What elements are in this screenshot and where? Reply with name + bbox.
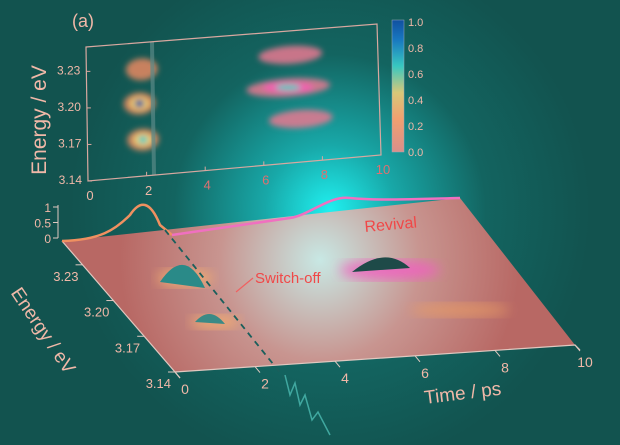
time-tick-label: 0 — [181, 381, 189, 397]
panel-label: (a) — [72, 11, 94, 31]
pulse-trace — [284, 374, 331, 436]
z-tick-label: 0 — [44, 232, 51, 246]
revival-projection-curve — [171, 196, 461, 237]
energy-tick-label: 3.17 — [115, 340, 140, 355]
colorbar-tick-label: 0.8 — [408, 43, 423, 55]
inset-ylabel: Energy / eV — [28, 65, 51, 175]
colorbar-tick-label: 0.2 — [408, 121, 423, 133]
time-tick — [174, 371, 181, 379]
time-tick-label: 2 — [261, 376, 269, 392]
surface-peak — [195, 313, 225, 324]
surface-peak — [410, 303, 510, 317]
energy-tick-label: 3.14 — [146, 376, 171, 391]
time-tick — [254, 366, 261, 373]
inset-xtick-label: 6 — [262, 172, 269, 187]
time-tick-label: 6 — [421, 365, 429, 381]
colorbar-tick-label: 1.0 — [408, 17, 423, 29]
time-tick-label: 10 — [577, 354, 593, 370]
colorbar-tick-label: 0.6 — [408, 69, 423, 81]
energy-tick-label: 3.20 — [84, 305, 109, 320]
time-tick — [334, 360, 341, 368]
inset-xtick-label: 2 — [145, 183, 152, 198]
z-tick-label: 0.5 — [34, 217, 51, 231]
heatmap-peak-max — [138, 135, 148, 144]
time-tick — [574, 344, 581, 352]
revival-annotation: Revival — [364, 214, 418, 236]
inset-xtick-label: 10 — [376, 162, 390, 177]
z-tick-label: 1 — [44, 201, 51, 215]
heatmap-peak — [268, 109, 333, 129]
switch-off-annotation: Switch-off — [255, 270, 321, 287]
heatmap-peak — [258, 45, 323, 65]
surface-peak — [160, 264, 205, 288]
surface-plane — [62, 198, 575, 372]
colorbar — [391, 19, 405, 153]
time-tick-label: 4 — [341, 370, 349, 386]
switch-off-dashed-line — [164, 229, 291, 386]
heatmap-peak-max — [275, 84, 301, 91]
switch-off-arrow — [235, 277, 254, 293]
inset-heatmap: 0 2 4 6 8 10 3.14 3.17 3.20 3.23 Energy / eV 0.0 0… — [28, 17, 423, 203]
inset-xtick-label: 8 — [321, 167, 328, 182]
heatmap-peak-max — [134, 99, 145, 108]
surface-peak-revival — [352, 257, 410, 272]
heatmap-peak — [125, 58, 158, 81]
time-tick — [414, 355, 421, 363]
inset-ytick-label: 3.20 — [58, 100, 82, 114]
switch-off-line — [150, 41, 156, 176]
inset-ytick-label: 3.14 — [59, 173, 83, 187]
time-tick — [494, 350, 501, 357]
colorbar-tick-label: 0.4 — [408, 95, 423, 107]
early-projection-curve — [61, 203, 173, 243]
inset-ytick-label: 3.23 — [57, 63, 81, 77]
inset-xtick-label: 0 — [86, 188, 93, 203]
energy-tick-label: 3.23 — [53, 269, 78, 284]
inset-xtick-label: 4 — [204, 178, 211, 193]
time-tick-label: 8 — [501, 359, 509, 375]
colorbar-tick-label: 0.0 — [408, 147, 423, 159]
inset-ytick-label: 3.17 — [58, 136, 82, 150]
